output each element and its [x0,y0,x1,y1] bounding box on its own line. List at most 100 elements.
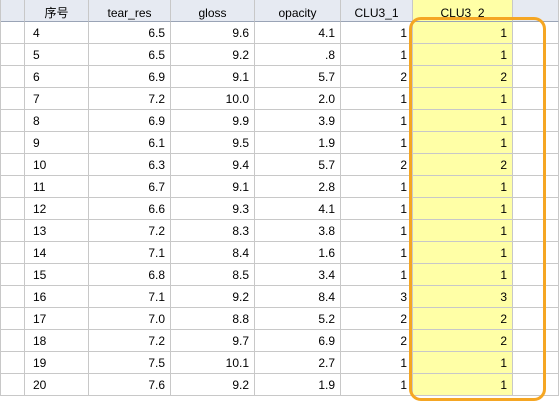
row-id-cell[interactable]: 19 [25,352,89,374]
row-header[interactable] [1,220,25,242]
row-header[interactable] [1,264,25,286]
data-cell[interactable]: 1 [341,264,413,286]
row-id-cell[interactable]: 16 [25,286,89,308]
data-cell[interactable]: 4.1 [255,198,341,220]
row-header[interactable] [1,374,25,396]
data-cell[interactable]: 2 [413,330,513,352]
empty-cell[interactable] [513,264,559,286]
data-cell[interactable]: 2 [413,308,513,330]
empty-cell[interactable] [513,352,559,374]
empty-cell[interactable] [513,374,559,396]
data-cell[interactable]: 9.7 [171,330,255,352]
data-cell[interactable]: 9.9 [171,110,255,132]
data-cell[interactable]: 7.1 [89,242,171,264]
data-cell[interactable]: 8.8 [171,308,255,330]
data-cell[interactable]: 5.7 [255,154,341,176]
data-cell[interactable]: 9.1 [171,66,255,88]
row-header[interactable] [1,286,25,308]
row-header[interactable] [1,66,25,88]
row-id-cell[interactable]: 10 [25,154,89,176]
data-cell[interactable]: 1 [413,374,513,396]
data-cell[interactable]: 3.4 [255,264,341,286]
data-cell[interactable]: 6.3 [89,154,171,176]
data-cell[interactable]: 2 [341,330,413,352]
row-header[interactable] [1,44,25,66]
data-cell[interactable]: 1 [341,220,413,242]
data-cell[interactable]: 1 [341,176,413,198]
data-cell[interactable]: 2 [341,308,413,330]
data-cell[interactable]: 9.4 [171,154,255,176]
data-cell[interactable]: 8.4 [171,242,255,264]
data-cell[interactable]: 9.2 [171,374,255,396]
data-cell[interactable]: 6.5 [89,44,171,66]
row-id-cell[interactable]: 14 [25,242,89,264]
row-id-cell[interactable]: 17 [25,308,89,330]
data-cell[interactable]: 6.9 [89,110,171,132]
column-header[interactable]: CLU3_2 [413,0,513,22]
data-cell[interactable]: 1 [413,110,513,132]
data-cell[interactable]: 1 [341,198,413,220]
row-id-cell[interactable]: 5 [25,44,89,66]
data-cell[interactable]: 4.1 [255,22,341,44]
data-cell[interactable]: 6.9 [255,330,341,352]
data-cell[interactable]: 10.0 [171,88,255,110]
data-cell[interactable]: 6.6 [89,198,171,220]
data-cell[interactable]: 2 [413,66,513,88]
data-cell[interactable]: 5.2 [255,308,341,330]
row-header[interactable] [1,330,25,352]
data-cell[interactable]: 6.7 [89,176,171,198]
data-cell[interactable]: 9.1 [171,176,255,198]
row-id-cell[interactable]: 11 [25,176,89,198]
column-header-empty[interactable] [513,0,559,22]
column-header[interactable]: gloss [171,0,255,22]
data-cell[interactable]: 2 [341,154,413,176]
data-cell[interactable]: 3 [341,286,413,308]
data-cell[interactable]: 2 [413,154,513,176]
data-cell[interactable]: 9.2 [171,286,255,308]
row-id-cell[interactable]: 18 [25,330,89,352]
data-cell[interactable]: 8.5 [171,264,255,286]
data-cell[interactable]: 7.2 [89,220,171,242]
data-cell[interactable]: 6.1 [89,132,171,154]
data-cell[interactable]: 2.7 [255,352,341,374]
row-id-cell[interactable]: 20 [25,374,89,396]
data-cell[interactable]: 3 [413,286,513,308]
row-header[interactable] [1,110,25,132]
empty-cell[interactable] [513,198,559,220]
data-cell[interactable]: 1 [413,88,513,110]
empty-cell[interactable] [513,220,559,242]
data-cell[interactable]: 9.6 [171,22,255,44]
data-cell[interactable]: 5.7 [255,66,341,88]
data-cell[interactable]: 1 [413,264,513,286]
row-header[interactable] [1,132,25,154]
data-cell[interactable]: 2.0 [255,88,341,110]
data-cell[interactable]: 9.2 [171,44,255,66]
corner-cell[interactable] [1,0,25,22]
column-header[interactable]: opacity [255,0,341,22]
data-cell[interactable]: 7.5 [89,352,171,374]
data-cell[interactable]: 1 [413,242,513,264]
row-id-cell[interactable]: 8 [25,110,89,132]
row-header[interactable] [1,154,25,176]
data-cell[interactable]: 1 [341,22,413,44]
column-header[interactable]: tear_res [89,0,171,22]
data-cell[interactable]: 1 [341,44,413,66]
empty-cell[interactable] [513,154,559,176]
data-cell[interactable]: 1 [413,198,513,220]
data-cell[interactable]: 1 [413,22,513,44]
data-cell[interactable]: 6.5 [89,22,171,44]
data-cell[interactable]: 9.5 [171,132,255,154]
row-id-cell[interactable]: 7 [25,88,89,110]
data-cell[interactable]: 1 [413,176,513,198]
data-cell[interactable]: 9.3 [171,198,255,220]
column-header[interactable]: 序号 [25,0,89,22]
data-cell[interactable]: 1 [341,374,413,396]
data-cell[interactable]: 2 [341,66,413,88]
data-cell[interactable]: 3.8 [255,220,341,242]
data-cell[interactable]: 6.9 [89,66,171,88]
data-cell[interactable]: 7.1 [89,286,171,308]
row-id-cell[interactable]: 12 [25,198,89,220]
data-cell[interactable]: 1 [341,88,413,110]
data-cell[interactable]: 2.8 [255,176,341,198]
data-cell[interactable]: 7.6 [89,374,171,396]
